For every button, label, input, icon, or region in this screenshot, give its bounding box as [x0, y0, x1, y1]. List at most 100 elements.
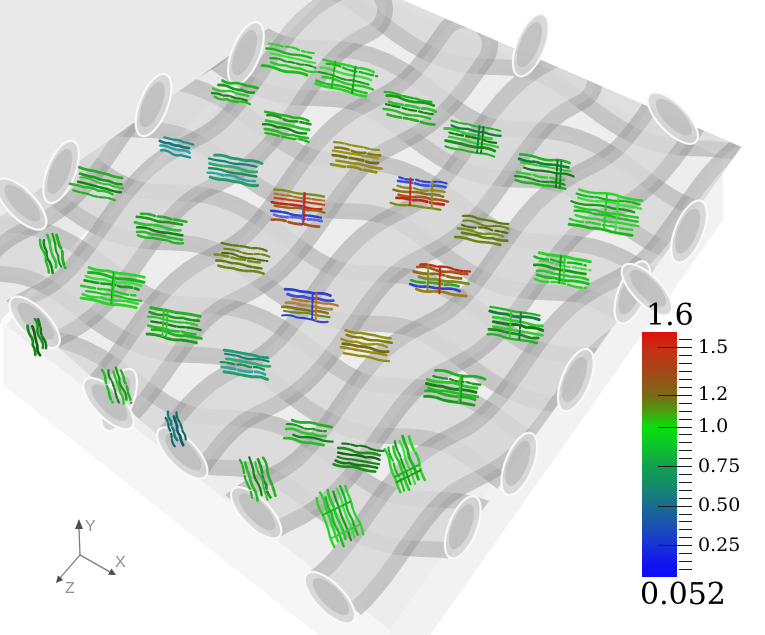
colorbar-major-tick — [658, 426, 692, 428]
yarn-end-cap — [303, 571, 357, 625]
fiber-bundle — [238, 456, 277, 502]
colorbar-tick-label: 1.0 — [698, 415, 729, 437]
colorbar-major-tick — [658, 505, 692, 507]
fiber-bundle — [443, 119, 502, 158]
fiber-bundle — [260, 42, 317, 77]
fiber-bundle — [213, 241, 271, 275]
colorbar-minor-tick — [679, 568, 692, 570]
colorbar-minor-tick — [679, 458, 692, 460]
colorbar-tick-label: 0.75 — [698, 454, 741, 477]
fiber-bundle — [486, 305, 545, 345]
colorbar-minor-tick — [679, 371, 692, 373]
fiber-bundle — [339, 328, 393, 363]
fiber-bundle — [408, 263, 472, 298]
fiber-bundle — [100, 366, 133, 405]
yarn-end-cap — [670, 199, 708, 264]
fiber-bundle — [261, 110, 312, 144]
colorbar-tick-label: 1.2 — [698, 383, 729, 406]
fiber-bundle — [206, 153, 264, 188]
yarn-end-caps — [0, 13, 708, 625]
fiber-bundle — [164, 410, 187, 448]
fiber-bundle — [453, 214, 510, 247]
z-axis-line — [59, 554, 81, 579]
yarn-end-cap — [646, 91, 700, 145]
colorbar-minor-tick — [679, 339, 692, 341]
fiber-bundle — [382, 90, 438, 126]
z-axis-arrow-icon — [56, 575, 64, 583]
yarn-end-cap — [82, 376, 135, 431]
fiber-bundle — [158, 136, 195, 159]
fiber-bundles — [26, 42, 644, 549]
x-axis-line — [79, 554, 111, 573]
fiber-bundle — [133, 212, 188, 245]
yarn-tube — [0, 0, 393, 623]
fiber-bundle — [145, 306, 203, 345]
colorbar-minor-tick — [679, 489, 692, 491]
yarn-end-cap — [0, 177, 48, 231]
colorbar-minor-tick — [679, 473, 692, 475]
fiber-bundle — [79, 266, 146, 310]
fiber-bundle — [532, 251, 592, 290]
colorbar-minor-tick — [679, 450, 692, 452]
x-axis-arrow-icon — [108, 568, 116, 575]
colorbar-minor-tick — [679, 537, 692, 539]
colorbar-minor-tick — [679, 529, 692, 531]
colorbar-min-label: 0.052 — [640, 577, 726, 612]
colorbar-minor-tick — [679, 553, 692, 555]
fiber-bundle — [332, 442, 385, 473]
fiber-bundle — [329, 141, 383, 174]
colorbar-minor-tick — [679, 402, 692, 404]
fiber-bundle — [210, 79, 260, 106]
yarn-end-cap — [511, 13, 550, 78]
colorbar-minor-tick — [679, 410, 692, 412]
colorbar-minor-tick — [679, 418, 692, 420]
x-axis-label: X — [115, 554, 126, 571]
colorbar-minor-tick — [679, 434, 692, 436]
fiber-bundle — [282, 418, 334, 447]
yarn-end-cap — [42, 139, 81, 205]
colorbar-minor-tick — [679, 497, 692, 499]
y-axis-line — [78, 528, 81, 556]
fiber-bundle — [423, 368, 487, 407]
fiber-bundle — [315, 484, 365, 549]
yarn-end-cap — [156, 426, 209, 480]
yarn-tube — [0, 12, 498, 635]
colorbar-minor-tick — [679, 379, 692, 380]
colorbar-major-tick — [658, 394, 692, 396]
colorbar-minor-tick — [679, 513, 692, 515]
fiber-bundle — [280, 287, 339, 324]
orientation-axes: Y X Z — [56, 518, 126, 597]
fiber-bundle — [269, 188, 326, 229]
yarn-end-cap — [556, 347, 595, 413]
colorbar-minor-tick — [679, 386, 692, 388]
colorbar-major-tick — [658, 545, 692, 547]
yarn-end-cap — [500, 431, 539, 497]
colorbar-major-tick — [658, 466, 692, 467]
colorbar-tick-label: 1.5 — [698, 335, 729, 358]
fiber-bundle — [38, 232, 67, 275]
fiber-bundle — [314, 58, 379, 98]
colorbar-tick-label: 0.25 — [698, 533, 741, 556]
colorbar-major-tick — [658, 347, 692, 349]
y-axis-arrow-icon — [75, 519, 83, 529]
colorbar-minor-tick — [679, 481, 692, 483]
colorbar-minor-tick — [679, 363, 692, 365]
colorbar-tick-label: 0.50 — [698, 494, 741, 517]
yarn-end-cap — [134, 72, 173, 138]
fiber-bundle — [567, 188, 644, 237]
fiber-bundle — [68, 165, 125, 202]
yarn-end-cap — [443, 495, 482, 560]
fiber-bundle — [26, 317, 48, 357]
fiber-bundle — [219, 348, 272, 381]
colorbar-minor-tick — [679, 442, 692, 444]
fiber-bundle — [383, 434, 427, 494]
colorbar-max-label: 1.6 — [646, 298, 694, 333]
fiber-bundle — [389, 176, 450, 211]
colorbar-gradient — [642, 332, 677, 577]
yarn-end-cap — [620, 262, 674, 317]
z-axis-label: Z — [65, 580, 75, 597]
colorbar-minor-tick — [679, 521, 692, 523]
colorbar-minor-tick — [679, 355, 692, 357]
